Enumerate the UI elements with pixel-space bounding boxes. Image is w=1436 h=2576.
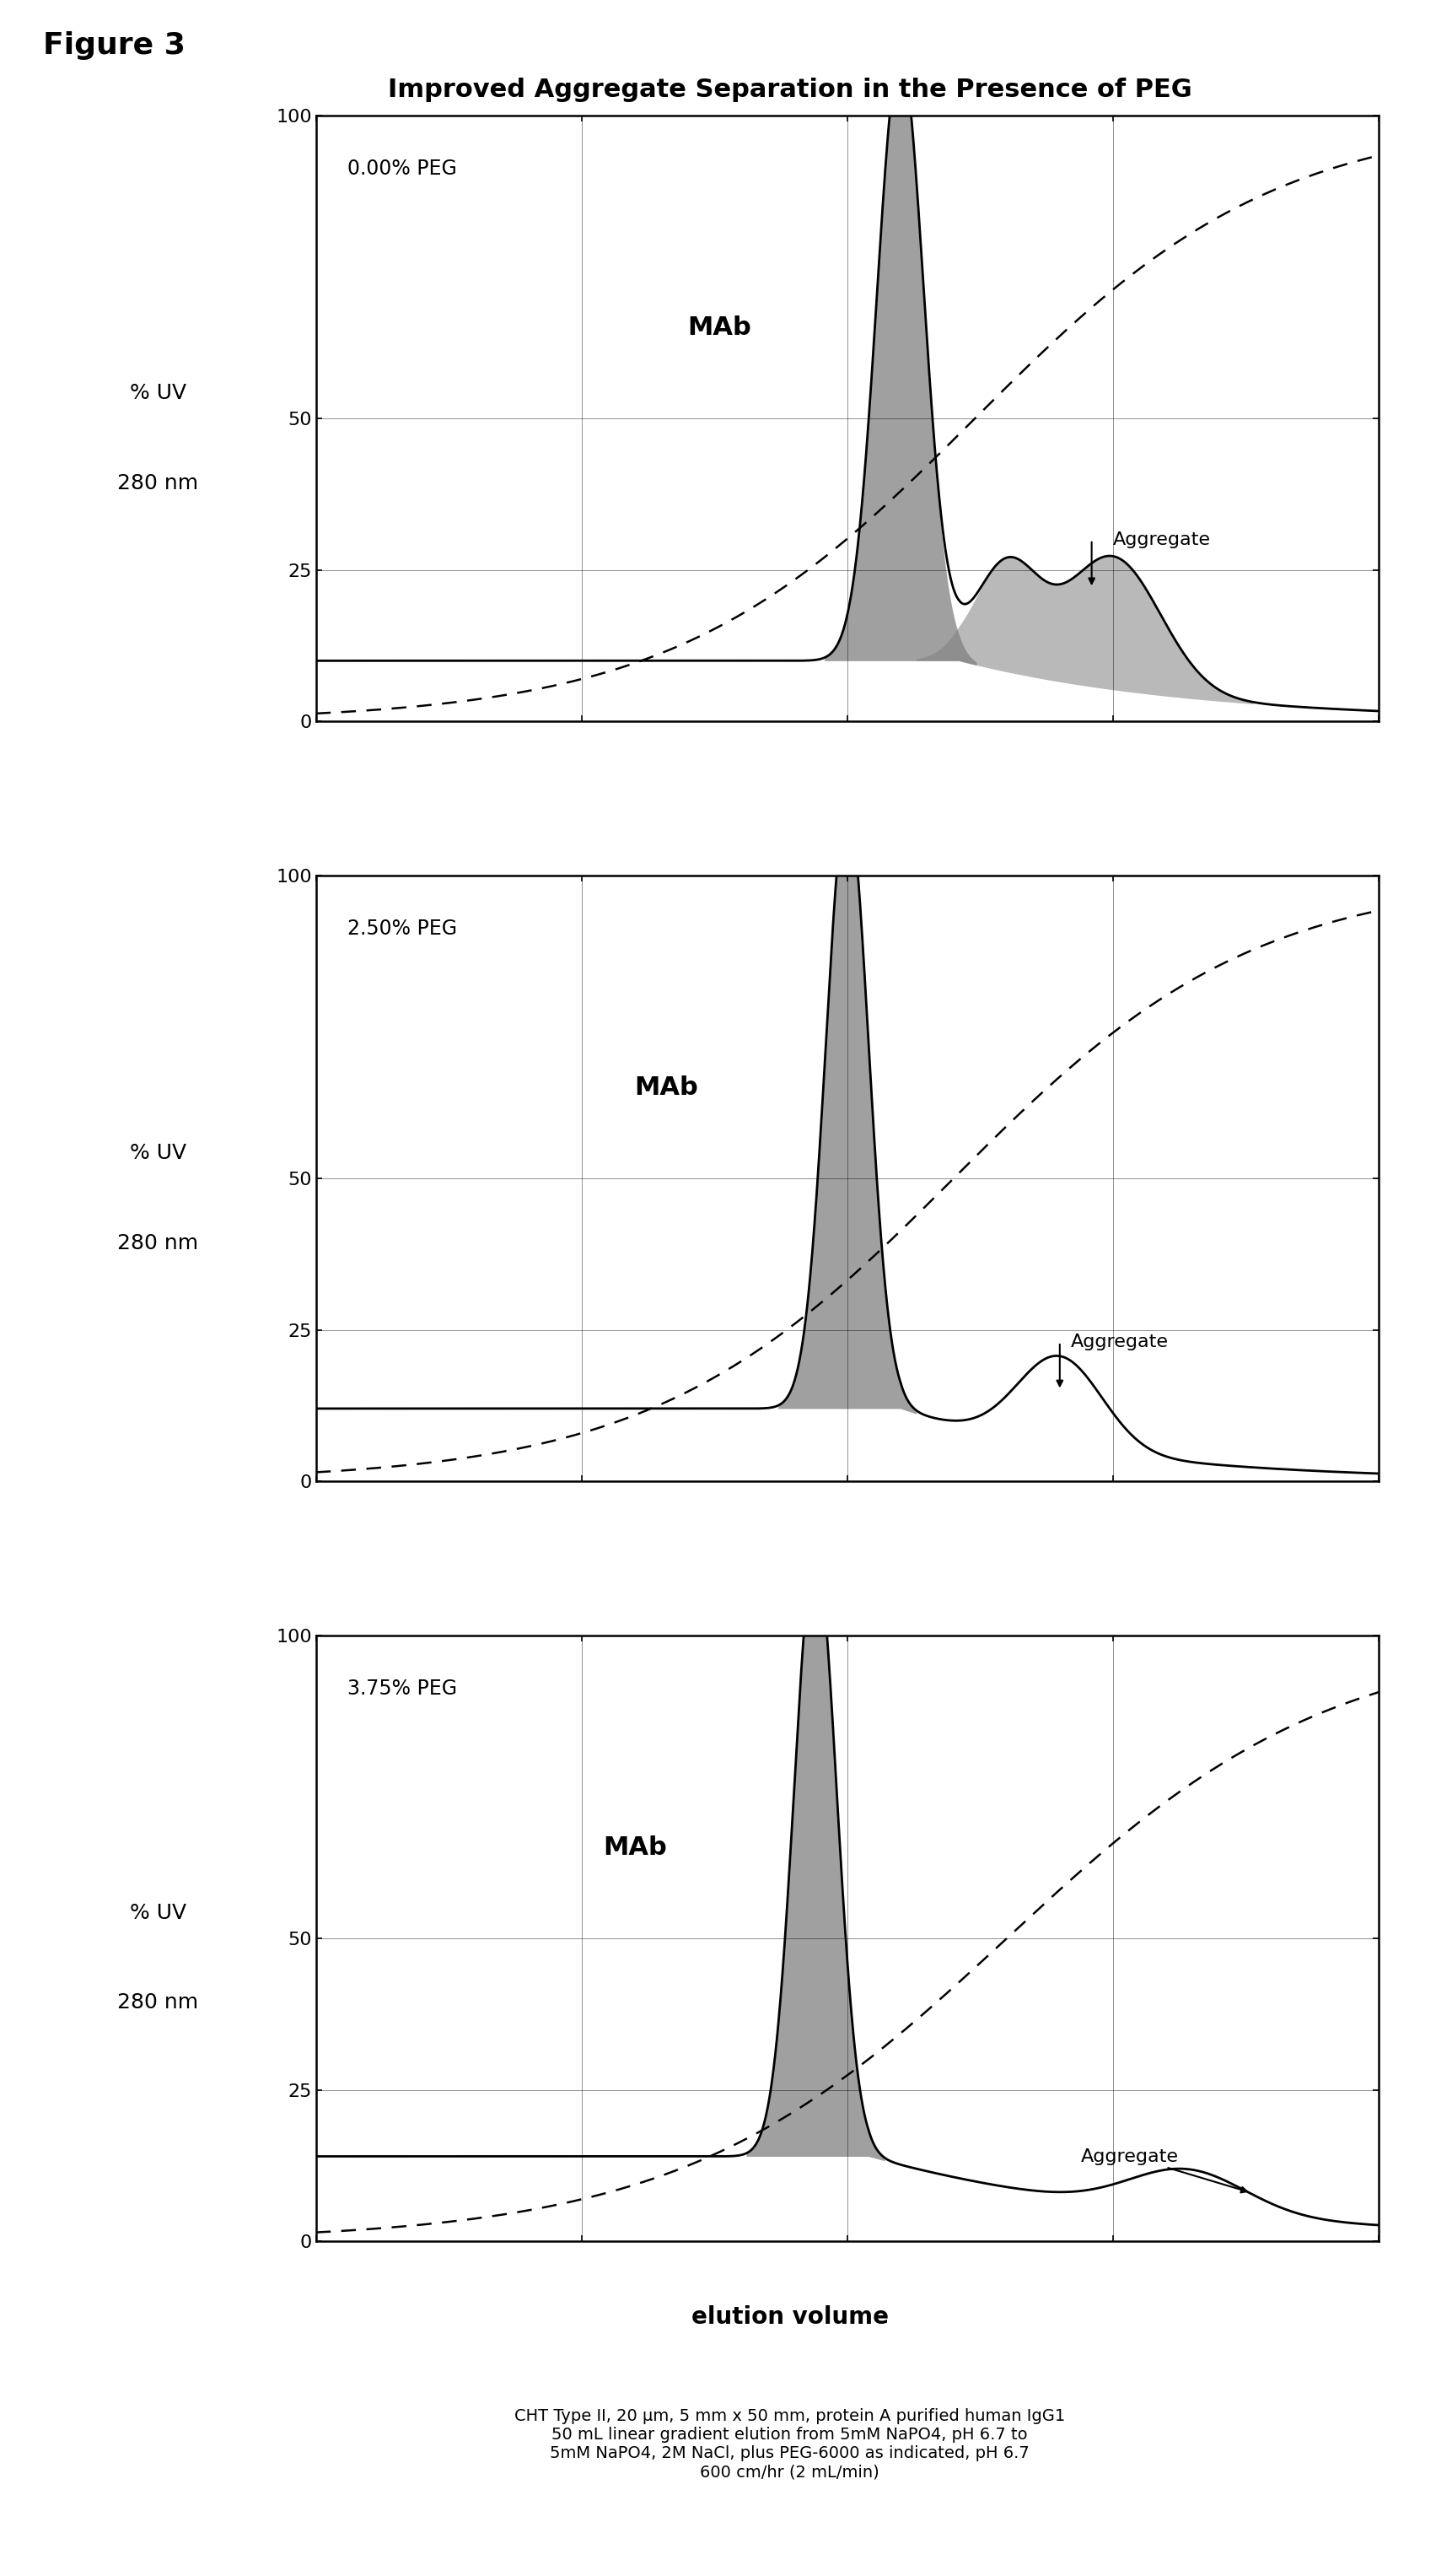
Text: Figure 3: Figure 3: [43, 31, 185, 59]
Text: % UV: % UV: [129, 1144, 187, 1162]
Text: % UV: % UV: [129, 384, 187, 402]
Text: Aggregate: Aggregate: [1070, 1334, 1169, 1350]
Text: Aggregate: Aggregate: [1081, 2148, 1246, 2192]
Text: Aggregate: Aggregate: [1113, 531, 1211, 549]
Text: MAb: MAb: [688, 317, 751, 340]
Text: MAb: MAb: [635, 1077, 698, 1100]
Text: 2.50% PEG: 2.50% PEG: [348, 917, 458, 938]
Text: Improved Aggregate Separation in the Presence of PEG: Improved Aggregate Separation in the Pre…: [388, 77, 1192, 100]
Text: elution volume: elution volume: [691, 2306, 889, 2329]
Text: 280 nm: 280 nm: [118, 1994, 198, 2012]
Text: % UV: % UV: [129, 1904, 187, 1922]
Text: CHT Type II, 20 μm, 5 mm x 50 mm, protein A purified human IgG1
50 mL linear gra: CHT Type II, 20 μm, 5 mm x 50 mm, protei…: [514, 2409, 1066, 2481]
Text: 3.75% PEG: 3.75% PEG: [348, 1677, 458, 1698]
Text: MAb: MAb: [603, 1837, 666, 1860]
Text: 280 nm: 280 nm: [118, 1234, 198, 1252]
Text: 280 nm: 280 nm: [118, 474, 198, 492]
Text: 0.00% PEG: 0.00% PEG: [348, 157, 457, 178]
